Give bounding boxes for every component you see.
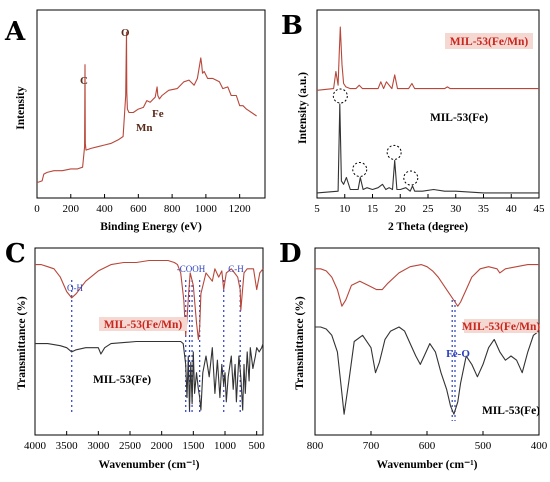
x-tick-label: 5 (314, 203, 320, 215)
x-tick-label: 1000 (195, 203, 218, 215)
x-tick-label: 1000 (214, 440, 237, 452)
peak-label-c: C (80, 75, 88, 87)
highlight-circle (352, 161, 368, 177)
panel-c-xlabel: Wavenumber (cm⁻¹) (99, 459, 200, 471)
x-tick-label: 3000 (87, 440, 110, 452)
panel-b-highlight-circles (332, 88, 419, 186)
x-tick-label: 1500 (182, 440, 205, 452)
panel-a-frame (36, 9, 266, 199)
x-tick-label: 3500 (56, 440, 79, 452)
highlight-circle (332, 88, 348, 104)
x-tick-label: 2000 (151, 440, 174, 452)
x-tick-label: 40 (506, 203, 518, 215)
x-tick-label: 35 (478, 203, 490, 215)
x-tick-label: 30 (450, 203, 462, 215)
series-label-mil53-fe-d: MIL-53(Fe) (482, 405, 540, 417)
panel-b-ylabel: Intensity (a.u.) (297, 72, 309, 144)
series-line-mil-53-fe-mn- (35, 259, 264, 340)
x-tick-label: 2500 (119, 440, 142, 452)
annotation-fe-o: Fe-O (446, 348, 470, 360)
series-line-mil-53-fe- (316, 103, 539, 194)
panel-letter-d: D (279, 239, 302, 269)
peak-label-fe: Fe (152, 108, 164, 120)
panel-d-series (315, 264, 540, 415)
series-label-mil53-femn: MIL-53(Fe/Mn) (450, 36, 529, 48)
mil53-femn-label-bg (445, 33, 533, 49)
x-tick-label: 20 (395, 203, 407, 215)
series-label-mil53-fe-c: MIL-53(Fe) (93, 374, 151, 386)
x-tick-label: 0 (34, 203, 40, 215)
x-tick-label: 45 (534, 203, 546, 215)
x-tick-label: 400 (531, 440, 548, 452)
series-line-mil-53-fe- (35, 340, 264, 411)
series-line-spectrum (36, 31, 257, 184)
panel-a: A 0 200 400 600 800 1000 1200 C O Mn Fe Bindin… (4, 9, 266, 233)
annotation-cooh: -COOH (177, 264, 206, 274)
x-tick-label: 800 (307, 440, 324, 452)
peak-label-o: O (121, 27, 130, 39)
panel-d: D 800 700 600 500 400 MIL-53(Fe/Mn) Fe-O MIL… (279, 239, 548, 471)
panel-c-xticks: 4000 3500 3000 2500 2000 1500 1000 500 (24, 431, 265, 452)
panel-d-xlabel: Wavenumber (cm⁻¹) (377, 459, 478, 471)
series-label-mil53-femn-c: MIL-53(Fe/Mn) (104, 319, 183, 331)
series-line-mil-53-fe-mn- (316, 26, 539, 91)
x-tick-label: 200 (63, 203, 80, 215)
panel-letter-c: C (5, 239, 26, 269)
x-tick-label: 800 (164, 203, 181, 215)
x-tick-label: 600 (419, 440, 436, 452)
x-tick-label: 15 (367, 203, 379, 215)
series-line-mil-53-fe- (315, 326, 540, 415)
x-tick-label: 1200 (229, 203, 252, 215)
panel-b-series (316, 26, 539, 194)
panel-c-ylabel: Transmittance (%) (16, 296, 28, 390)
mil53-femn-label-bg-c (99, 317, 187, 331)
panel-b: B 5 10 15 20 25 30 35 40 45 MIL-53(Fe/Mn) MIL-53… (281, 9, 545, 233)
annotation-o-h: O-H (67, 283, 83, 293)
x-tick-label: 10 (339, 203, 351, 215)
panel-letter-b: B (281, 11, 303, 41)
panel-d-ylabel: Transmittance (%) (294, 296, 306, 390)
panel-d-xticks: 800 700 600 500 400 (307, 431, 548, 452)
panel-c-series (35, 259, 264, 411)
mil53-femn-label-bg-d (464, 319, 538, 333)
panel-c-frame (34, 247, 264, 436)
x-tick-label: 4000 (24, 440, 47, 452)
x-tick-label: 500 (248, 440, 265, 452)
x-tick-label: 400 (96, 203, 113, 215)
panel-d-marker-lines (451, 300, 456, 421)
series-label-mil53-femn-d: MIL-53(Fe/Mn) (462, 321, 541, 333)
x-tick-label: 25 (423, 203, 435, 215)
annotation-c-h: C-H (228, 264, 244, 274)
panel-b-xlabel: 2 Theta (degree) (388, 221, 468, 233)
panel-a-ylabel: Intensity (15, 86, 27, 130)
panel-c: C 4000 3500 3000 2500 2000 1500 1000 500 O-H -C… (5, 239, 265, 471)
x-tick-label: 600 (130, 203, 147, 215)
panel-letter-a: A (4, 17, 26, 47)
panel-a-xlabel: Binding Energy (eV) (100, 221, 202, 233)
panel-a-series (36, 31, 257, 184)
panel-a-xticks: 0 200 400 600 800 1000 1200 (34, 194, 251, 215)
peak-label-mn: Mn (136, 122, 153, 134)
x-tick-label: 500 (475, 440, 492, 452)
highlight-circle (403, 170, 419, 186)
series-label-mil53-fe: MIL-53(Fe) (430, 112, 488, 124)
series-line-mil-53-fe-mn- (315, 264, 539, 307)
highlight-circle (386, 144, 402, 160)
x-tick-label: 700 (363, 440, 380, 452)
panel-b-xticks: 5 10 15 20 25 30 35 40 45 (314, 194, 545, 215)
